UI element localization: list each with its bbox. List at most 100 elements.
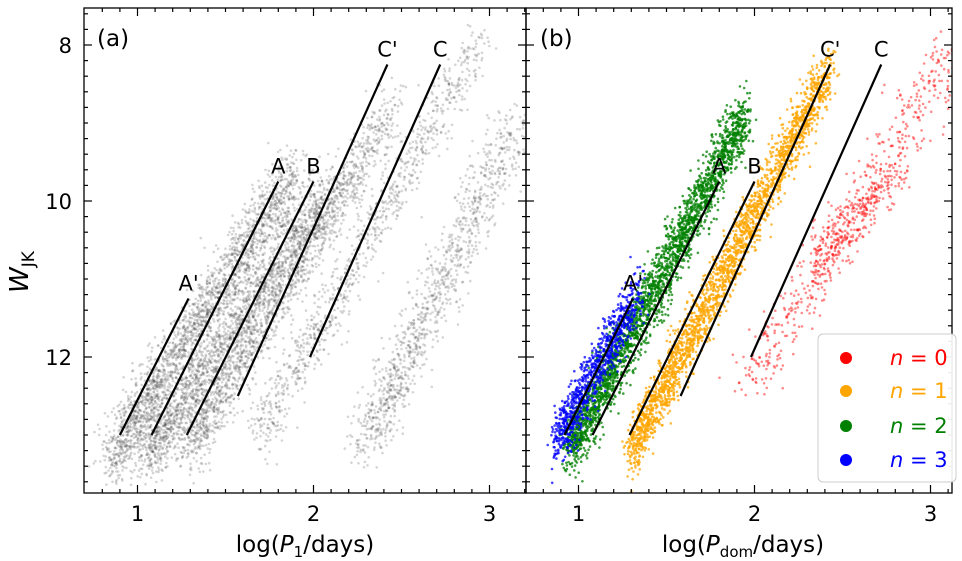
scatter-point (280, 178, 283, 182)
scatter-point (151, 380, 154, 383)
scatter-point (249, 244, 253, 247)
scatter-point (252, 203, 255, 207)
scatter-point (174, 343, 177, 346)
scatter-point (231, 277, 234, 281)
scatter-point (187, 401, 190, 405)
scatter-point (145, 473, 148, 477)
scatter-point (178, 327, 182, 331)
scatter-point (217, 292, 220, 295)
scatter-point (231, 282, 235, 286)
scatter-point (228, 244, 232, 248)
scatter-point (223, 299, 226, 303)
scatter-point (269, 272, 272, 276)
scatter-point (171, 361, 174, 365)
scatter-point (168, 383, 172, 387)
scatter-point (293, 209, 297, 212)
scatter-point (229, 293, 232, 297)
scatter-point (236, 296, 239, 300)
scatter-point (220, 258, 224, 261)
scatter-point (182, 315, 186, 319)
scatter-point (203, 305, 207, 309)
scatter-point (245, 230, 248, 234)
scatter-point (295, 158, 298, 162)
scatter-point (213, 415, 216, 419)
scatter-point (169, 348, 173, 352)
scatter-point (233, 329, 237, 333)
scatter-point (172, 353, 176, 356)
scatter-point (273, 203, 277, 206)
scatter-point (152, 390, 155, 394)
scatter-point (242, 281, 245, 284)
scatter-point (164, 372, 167, 376)
scatter-point (270, 237, 273, 240)
scatter-point (167, 427, 170, 431)
scatter-point (227, 293, 231, 296)
scatter-point (267, 141, 270, 145)
scatter-point (307, 177, 310, 180)
scatter-point (120, 408, 124, 411)
scatter-point (139, 415, 143, 418)
scatter-point (257, 254, 261, 257)
scatter-point (240, 243, 243, 247)
scatter-point (155, 470, 158, 473)
scatter-point (120, 442, 123, 446)
scatter-point (155, 381, 159, 384)
scatter-point (235, 360, 238, 364)
scatter-point (260, 259, 264, 263)
scatter-point (277, 218, 280, 222)
scatter-point (147, 405, 151, 409)
scatter-point (385, 152, 388, 156)
scatter-point (111, 469, 114, 473)
scatter-point (116, 435, 120, 439)
scatter-point (346, 165, 349, 168)
scatter-point (148, 402, 151, 406)
scatter-point (251, 251, 255, 255)
scatter-point (154, 384, 158, 388)
scatter-point (202, 339, 206, 343)
scatter-point (228, 301, 232, 305)
scatter-point (180, 353, 183, 356)
scatter-point (106, 415, 110, 418)
scatter-point (223, 277, 226, 280)
scatter-point (255, 238, 259, 242)
scatter-point (261, 303, 264, 307)
scatter-point (258, 240, 262, 243)
scatter-point (251, 252, 254, 256)
scatter-point (108, 456, 111, 460)
scatter-point (291, 155, 294, 159)
scatter-point (218, 312, 221, 315)
scatter-point (111, 437, 114, 441)
scatter-point (164, 357, 167, 361)
scatter-point (112, 436, 115, 439)
scatter-point (182, 325, 185, 329)
scatter-point (192, 321, 196, 324)
scatter-point (320, 236, 323, 239)
scatter-point (157, 429, 160, 433)
scatter-point (225, 262, 228, 265)
scatter-point (124, 450, 127, 454)
scatter-point (273, 320, 276, 323)
scatter-point (310, 263, 314, 267)
scatter-point (285, 157, 289, 161)
scatter-point (391, 113, 394, 116)
scatter-point (115, 462, 119, 466)
scatter-point (337, 147, 340, 150)
scatter-point (240, 365, 244, 369)
scatter-point (202, 379, 206, 383)
scatter-point (168, 362, 172, 365)
scatter-point (149, 409, 153, 413)
scatter-point (191, 377, 194, 380)
scatter-point (384, 145, 388, 149)
scatter-point (169, 375, 173, 378)
scatter-point (244, 304, 247, 308)
scatter-point (215, 285, 219, 288)
scatter-point (185, 383, 188, 387)
scatter-point (212, 282, 216, 286)
scatter-point (287, 180, 290, 183)
scatter-point (284, 240, 288, 244)
scatter-point (244, 286, 247, 290)
scatter-point (166, 356, 169, 359)
scatter-point (207, 302, 211, 306)
scatter-point (277, 168, 280, 172)
scatter-point (151, 416, 154, 420)
